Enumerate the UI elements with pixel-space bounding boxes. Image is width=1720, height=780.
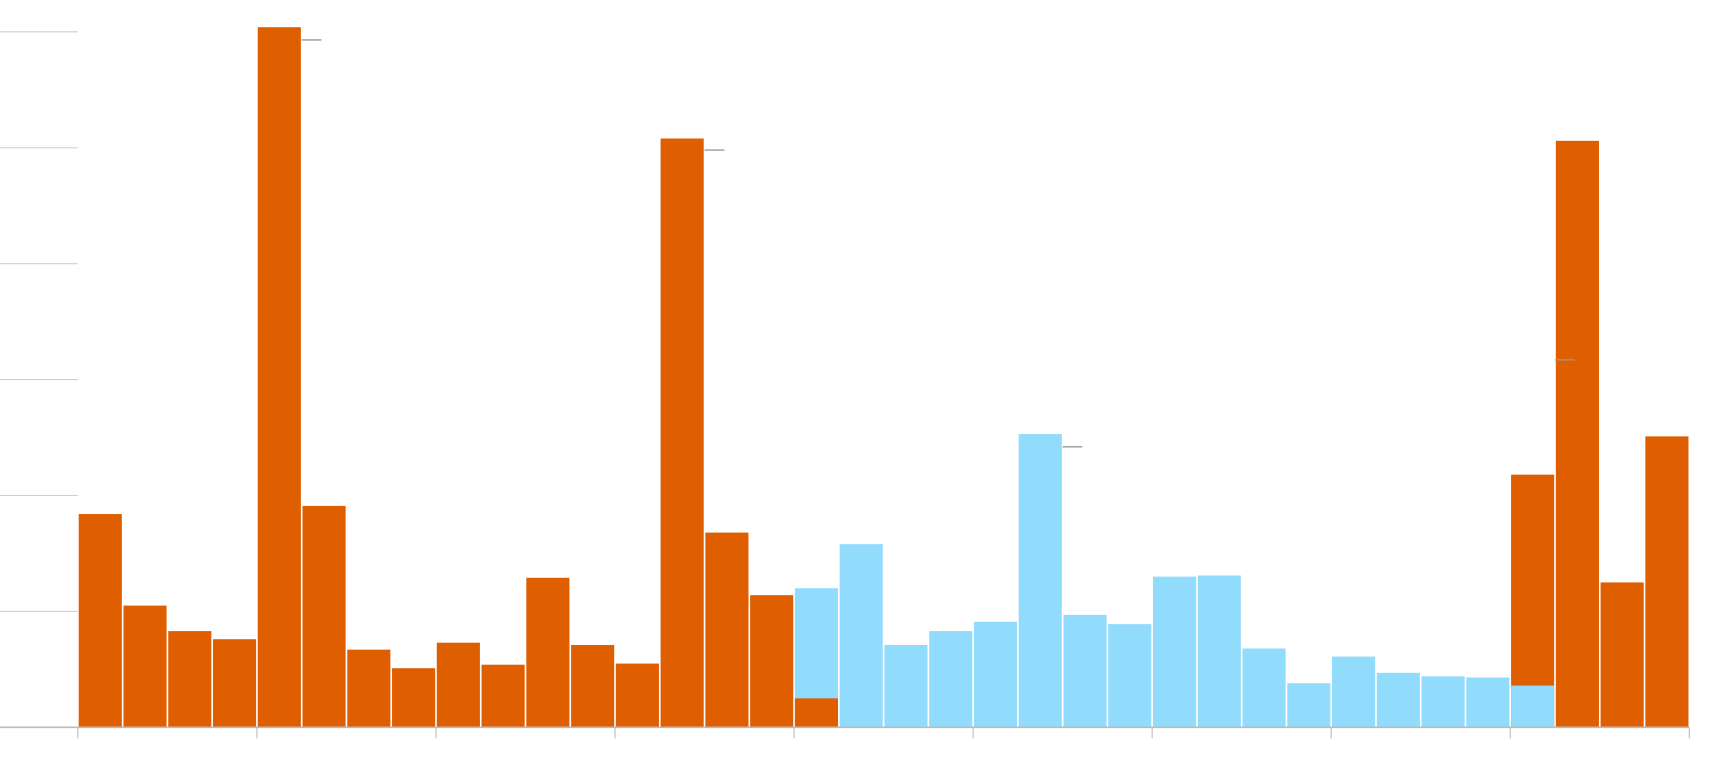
bar [123,605,167,728]
bar [705,532,749,728]
bar [1332,656,1376,728]
bar [347,649,391,728]
bar [1421,676,1465,728]
bar [257,27,301,728]
bar [1152,576,1197,728]
bar [436,642,480,728]
bar [929,631,973,728]
bar [212,639,257,728]
bar [302,505,346,728]
bar [660,138,704,728]
bar [78,514,122,728]
bar [1242,648,1286,728]
bar [168,631,212,728]
bar [1287,683,1331,728]
bar [973,621,1018,728]
bar [1645,436,1689,728]
bar [615,663,659,728]
bar [392,668,436,728]
bar [1511,685,1555,728]
bar [794,698,839,728]
bar [884,645,928,728]
bar [1555,140,1599,728]
bar [1063,614,1107,728]
bar [481,664,525,728]
bar [1466,677,1510,728]
bar [1018,434,1062,728]
bar [1376,672,1420,728]
bar [1511,474,1555,728]
bar [750,595,794,728]
bar [1600,582,1644,728]
bar [1108,624,1152,728]
bar [1197,575,1241,728]
bar [571,645,615,728]
bar [526,577,570,728]
bar [839,544,883,728]
